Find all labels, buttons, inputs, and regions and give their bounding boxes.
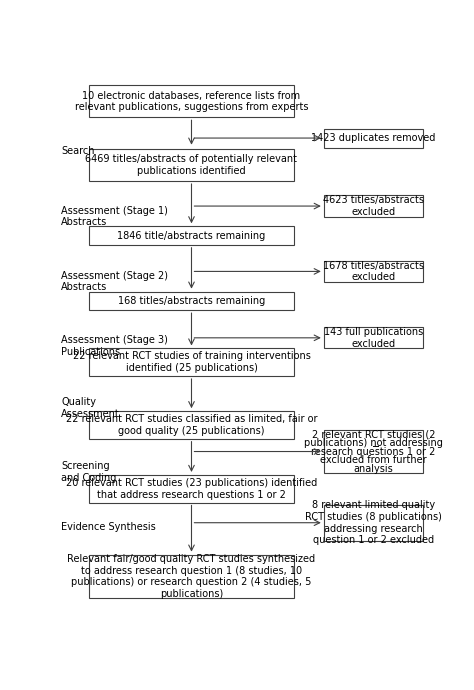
Text: Search: Search [61,146,95,156]
Text: Screening
and Coding: Screening and Coding [61,461,117,482]
Text: 8 relevant limited quality
RCT studies (8 publications)
addressing research
ques: 8 relevant limited quality RCT studies (… [305,500,442,545]
Text: 1678 titles/abstracts
excluded: 1678 titles/abstracts excluded [323,261,424,282]
FancyBboxPatch shape [89,348,294,376]
Text: 168 titles/abstracts remaining: 168 titles/abstracts remaining [118,296,265,306]
FancyBboxPatch shape [324,327,423,348]
Text: publications) not addressing: publications) not addressing [304,438,443,448]
FancyBboxPatch shape [89,475,294,502]
FancyBboxPatch shape [324,261,423,282]
Text: Evidence Synthesis: Evidence Synthesis [61,522,156,533]
Text: analysis: analysis [354,464,393,473]
FancyBboxPatch shape [89,226,294,245]
Text: 20 relevant RCT studies (23 publications) identified
that address research quest: 20 relevant RCT studies (23 publications… [66,478,317,500]
Text: Assessment (Stage 3)
Publications: Assessment (Stage 3) Publications [61,335,168,357]
Text: 10 electronic databases, reference lists from
relevant publications, suggestions: 10 electronic databases, reference lists… [75,90,308,112]
Text: excluded from further: excluded from further [320,455,427,465]
FancyBboxPatch shape [324,195,423,217]
Text: 6469 titles/abstracts of potentially relevant
publications identified: 6469 titles/abstracts of potentially rel… [85,155,298,176]
FancyBboxPatch shape [89,292,294,310]
FancyBboxPatch shape [89,555,294,598]
Text: 4623 titles/abstracts
excluded: 4623 titles/abstracts excluded [323,195,424,217]
Text: 2 relevant RCT studies (2: 2 relevant RCT studies (2 [311,429,435,440]
Text: Quality
Assessment: Quality Assessment [61,397,120,419]
Text: research questions 1 or 2: research questions 1 or 2 [311,446,436,457]
FancyBboxPatch shape [89,86,294,117]
Text: 22 relevant RCT studies classified as limited, fair or
good quality (25 publicat: 22 relevant RCT studies classified as li… [66,414,317,436]
FancyBboxPatch shape [324,430,423,473]
FancyBboxPatch shape [89,149,294,181]
FancyBboxPatch shape [324,504,423,541]
Text: Relevant fair/good quality RCT studies synthesized
to address research question : Relevant fair/good quality RCT studies s… [67,554,316,599]
Text: publications) not addressing: publications) not addressing [304,438,443,448]
Text: 1423 duplicates removed: 1423 duplicates removed [311,133,436,144]
FancyBboxPatch shape [324,129,423,148]
Text: Assessment (Stage 1)
Abstracts: Assessment (Stage 1) Abstracts [61,206,168,228]
FancyBboxPatch shape [89,411,294,439]
Text: 143 full publications
excluded: 143 full publications excluded [324,327,423,348]
Text: Assessment (Stage 2)
Abstracts: Assessment (Stage 2) Abstracts [61,270,168,293]
Text: 22 relevant RCT studies of training interventions
identified (25 publications): 22 relevant RCT studies of training inte… [73,351,310,373]
Text: 1846 title/abstracts remaining: 1846 title/abstracts remaining [118,230,265,241]
